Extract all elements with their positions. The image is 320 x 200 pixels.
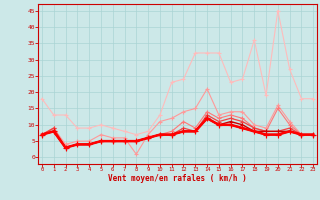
X-axis label: Vent moyen/en rafales ( km/h ): Vent moyen/en rafales ( km/h ) — [108, 174, 247, 183]
